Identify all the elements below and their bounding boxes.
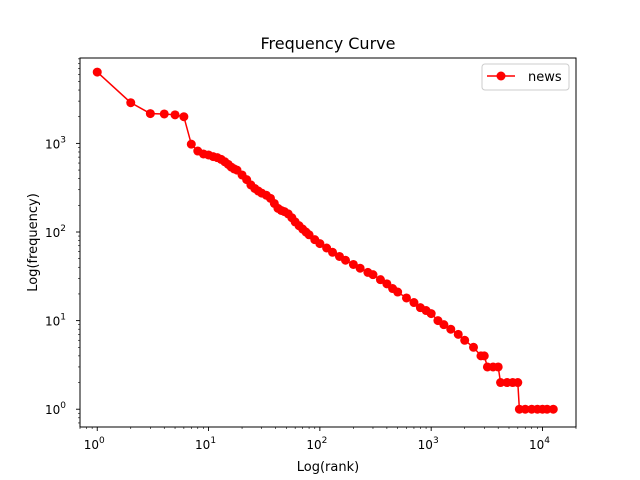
legend-label-news: news: [528, 70, 562, 85]
data-point: [460, 335, 470, 345]
data-point: [426, 309, 436, 319]
data-point: [439, 320, 449, 330]
data-point: [520, 404, 530, 414]
data-point: [409, 298, 419, 308]
x-tick-label: 103: [418, 436, 439, 452]
data-point: [513, 378, 523, 388]
legend-box: [481, 63, 570, 91]
data-point: [348, 259, 358, 269]
data-point: [328, 247, 338, 257]
data-point: [159, 109, 169, 119]
y-axis-label: Log(frequency): [26, 193, 41, 292]
x-tick-label: 100: [84, 436, 105, 452]
y-tick-label: 102: [45, 224, 66, 240]
data-point: [446, 324, 456, 334]
x-axis-label: Log(rank): [297, 460, 359, 475]
x-tick-label: 104: [529, 436, 550, 452]
data-point: [355, 263, 365, 273]
data-point: [479, 351, 489, 361]
data-point: [469, 342, 478, 352]
plot-area: [79, 57, 577, 428]
data-point: [368, 270, 378, 280]
x-tick-label: 101: [195, 436, 216, 452]
legend: news: [481, 63, 570, 91]
x-axis-ticks: 100 101 102 103 104: [79, 427, 577, 452]
y-tick-label: 103: [45, 135, 66, 151]
y-tick-label: 101: [45, 313, 66, 329]
data-point: [453, 329, 463, 339]
axes-frame: [79, 57, 577, 428]
data-point: [126, 98, 136, 108]
data-point: [170, 110, 180, 120]
data-point: [401, 293, 411, 303]
data-point: [179, 112, 189, 122]
data-point: [548, 404, 558, 414]
y-axis-ticks: 100 101 102 103: [45, 58, 80, 424]
data-point: [496, 378, 506, 388]
y-tick-label: 100: [45, 401, 66, 417]
data-point: [393, 287, 403, 297]
data-point: [375, 275, 385, 285]
data-point: [542, 404, 552, 414]
x-tick-label: 102: [306, 436, 327, 452]
data-point: [92, 67, 102, 77]
data-point: [493, 362, 503, 372]
series-layer: [92, 67, 558, 414]
data-point: [315, 239, 325, 249]
data-point: [341, 255, 351, 265]
legend-marker: [496, 71, 506, 81]
data-point: [145, 109, 155, 119]
data-point: [186, 139, 196, 149]
chart-title: Frequency Curve: [261, 34, 396, 53]
